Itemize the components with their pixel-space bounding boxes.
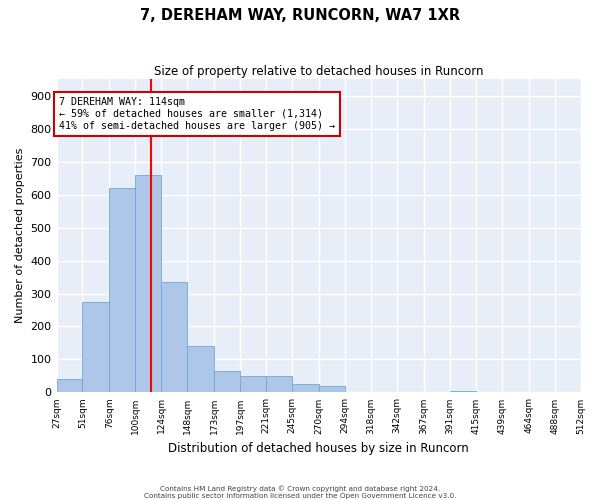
Bar <box>240 376 266 392</box>
Bar <box>161 282 187 393</box>
Bar <box>319 386 345 392</box>
Bar <box>187 346 214 393</box>
Bar <box>214 371 240 392</box>
Bar <box>56 379 82 392</box>
Bar <box>450 391 476 392</box>
Y-axis label: Number of detached properties: Number of detached properties <box>15 148 25 324</box>
Bar <box>82 302 109 392</box>
X-axis label: Distribution of detached houses by size in Runcorn: Distribution of detached houses by size … <box>168 442 469 455</box>
Bar <box>109 188 136 392</box>
Bar <box>136 175 161 392</box>
Title: Size of property relative to detached houses in Runcorn: Size of property relative to detached ho… <box>154 65 483 78</box>
Bar <box>266 376 292 392</box>
Bar <box>292 384 319 392</box>
Text: 7 DEREHAM WAY: 114sqm
← 59% of detached houses are smaller (1,314)
41% of semi-d: 7 DEREHAM WAY: 114sqm ← 59% of detached … <box>59 98 335 130</box>
Text: Contains HM Land Registry data © Crown copyright and database right 2024.
Contai: Contains HM Land Registry data © Crown c… <box>144 486 456 499</box>
Text: 7, DEREHAM WAY, RUNCORN, WA7 1XR: 7, DEREHAM WAY, RUNCORN, WA7 1XR <box>140 8 460 22</box>
